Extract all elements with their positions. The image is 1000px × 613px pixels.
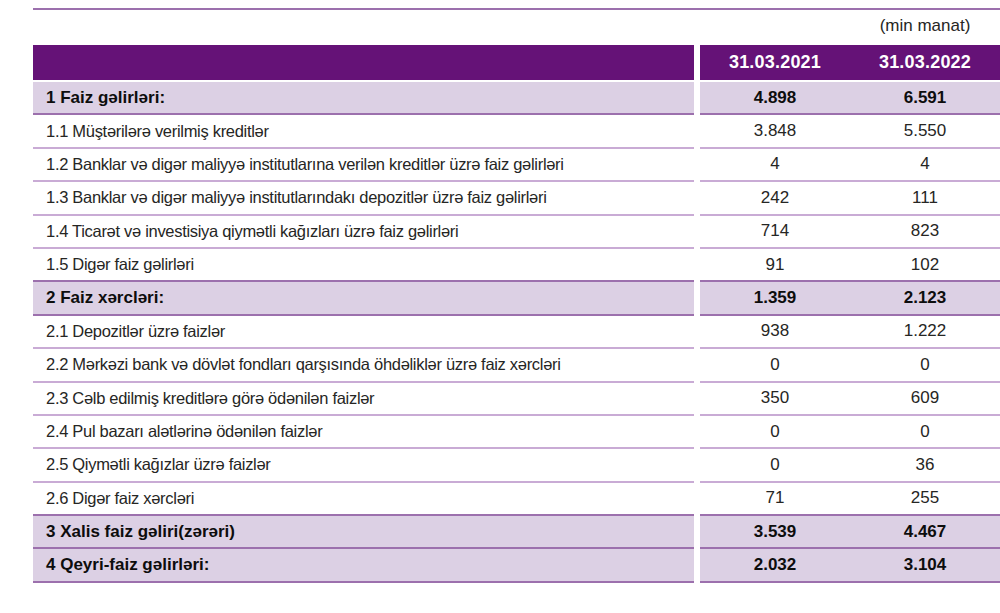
table-row: 1.1 Müştərilərə verilmiş kreditlər3.8485… [33, 115, 1000, 148]
table-row: 1.2 Banklar və digər maliyyə institutlar… [33, 149, 1000, 182]
table-row: 1.3 Banklar və digər maliyyə institutlar… [33, 182, 1000, 215]
value-2022: 609 [850, 383, 1000, 416]
column-header-2021: 31.03.2021 [700, 45, 850, 82]
row-label: 4 Qeyri-faiz gəlirləri: [33, 549, 694, 582]
table-row: 2.4 Pul bazarı alətlərinə ödənilən faizl… [33, 416, 1000, 449]
top-rule [33, 8, 1000, 10]
row-label: 2.6 Digər faiz xərcləri [33, 483, 694, 516]
value-2022: 4 [850, 149, 1000, 182]
value-2021: 4 [700, 149, 850, 182]
table-row: 2.2 Mərkəzi bank və dövlət fondları qarş… [33, 349, 1000, 382]
row-values: 242111 [700, 182, 1000, 215]
row-label: 1.1 Müştərilərə verilmiş kreditlər [33, 115, 694, 148]
section-row: 2 Faiz xərcləri:1.3592.123 [33, 282, 1000, 315]
table-row: 2.3 Cəlb edilmiş kreditlərə görə ödənilə… [33, 383, 1000, 416]
value-2021: 91 [700, 249, 850, 282]
table-row: 1.5 Digər faiz gəlirləri91102 [33, 249, 1000, 282]
header-empty-cell [33, 45, 694, 82]
value-2021: 4.898 [700, 82, 850, 115]
row-values: 71255 [700, 483, 1000, 516]
table-row: 2.6 Digər faiz xərcləri71255 [33, 483, 1000, 516]
row-values: 3.5394.467 [700, 516, 1000, 549]
value-2021: 0 [700, 349, 850, 382]
value-2022: 255 [850, 483, 1000, 516]
row-label: 1.2 Banklar və digər maliyyə institutlar… [33, 149, 694, 182]
unit-note: (min manat) [850, 16, 1000, 36]
value-2021: 0 [700, 449, 850, 482]
row-label: 2.1 Depozitlər üzrə faizlər [33, 316, 694, 349]
value-2021: 3.848 [700, 115, 850, 148]
row-values: 350609 [700, 383, 1000, 416]
value-2021: 938 [700, 316, 850, 349]
value-2022: 1.222 [850, 316, 1000, 349]
row-values: 44 [700, 149, 1000, 182]
value-2021: 1.359 [700, 282, 850, 315]
table-header-row: 31.03.2021 31.03.2022 [33, 45, 1000, 82]
value-2021: 71 [700, 483, 850, 516]
financial-table: 31.03.2021 31.03.2022 1 Faiz gəlirləri:4… [33, 45, 1000, 583]
table-row: 2.1 Depozitlər üzrə faizlər9381.222 [33, 316, 1000, 349]
row-values: 9381.222 [700, 316, 1000, 349]
row-label: 1 Faiz gəlirləri: [33, 82, 694, 115]
row-label: 1.3 Banklar və digər maliyyə institutlar… [33, 182, 694, 215]
row-label: 1.5 Digər faiz gəlirləri [33, 249, 694, 282]
value-2021: 242 [700, 182, 850, 215]
value-2022: 823 [850, 216, 1000, 249]
row-label: 2 Faiz xərcləri: [33, 282, 694, 315]
value-2022: 36 [850, 449, 1000, 482]
value-2022: 102 [850, 249, 1000, 282]
row-values: 00 [700, 416, 1000, 449]
value-2021: 0 [700, 416, 850, 449]
table-row: 1.4 Ticarət və investisiya qiymətli kağı… [33, 216, 1000, 249]
report-page: (min manat) 31.03.2021 31.03.2022 1 Faiz… [0, 0, 1000, 613]
section-row: 3 Xalis faiz gəliri(zərəri)3.5394.467 [33, 516, 1000, 549]
row-label: 1.4 Ticarət və investisiya qiymətli kağı… [33, 216, 694, 249]
row-values: 714823 [700, 216, 1000, 249]
value-2022: 3.104 [850, 549, 1000, 582]
value-2022: 2.123 [850, 282, 1000, 315]
value-2022: 0 [850, 416, 1000, 449]
value-2021: 714 [700, 216, 850, 249]
value-2022: 6.591 [850, 82, 1000, 115]
value-2022: 0 [850, 349, 1000, 382]
row-values: 00 [700, 349, 1000, 382]
row-values: 3.8485.550 [700, 115, 1000, 148]
header-value-columns: 31.03.2021 31.03.2022 [700, 45, 1000, 82]
row-label: 2.4 Pul bazarı alətlərinə ödənilən faizl… [33, 416, 694, 449]
row-values: 91102 [700, 249, 1000, 282]
section-row: 4 Qeyri-faiz gəlirləri:2.0323.104 [33, 549, 1000, 582]
value-2021: 3.539 [700, 516, 850, 549]
row-label: 2.5 Qiymətli kağızlar üzrə faizlər [33, 449, 694, 482]
value-2021: 350 [700, 383, 850, 416]
row-values: 2.0323.104 [700, 549, 1000, 582]
value-2022: 5.550 [850, 115, 1000, 148]
value-2022: 4.467 [850, 516, 1000, 549]
row-label: 2.2 Mərkəzi bank və dövlət fondları qarş… [33, 349, 694, 382]
table-row: 2.5 Qiymətli kağızlar üzrə faizlər036 [33, 449, 1000, 482]
row-values: 4.8986.591 [700, 82, 1000, 115]
column-header-2022: 31.03.2022 [850, 45, 1000, 82]
row-label: 3 Xalis faiz gəliri(zərəri) [33, 516, 694, 549]
section-row: 1 Faiz gəlirləri:4.8986.591 [33, 82, 1000, 115]
row-values: 1.3592.123 [700, 282, 1000, 315]
table-body: 1 Faiz gəlirləri:4.8986.5911.1 Müştərilə… [33, 82, 1000, 583]
row-values: 036 [700, 449, 1000, 482]
value-2022: 111 [850, 182, 1000, 215]
row-label: 2.3 Cəlb edilmiş kreditlərə görə ödənilə… [33, 383, 694, 416]
value-2021: 2.032 [700, 549, 850, 582]
